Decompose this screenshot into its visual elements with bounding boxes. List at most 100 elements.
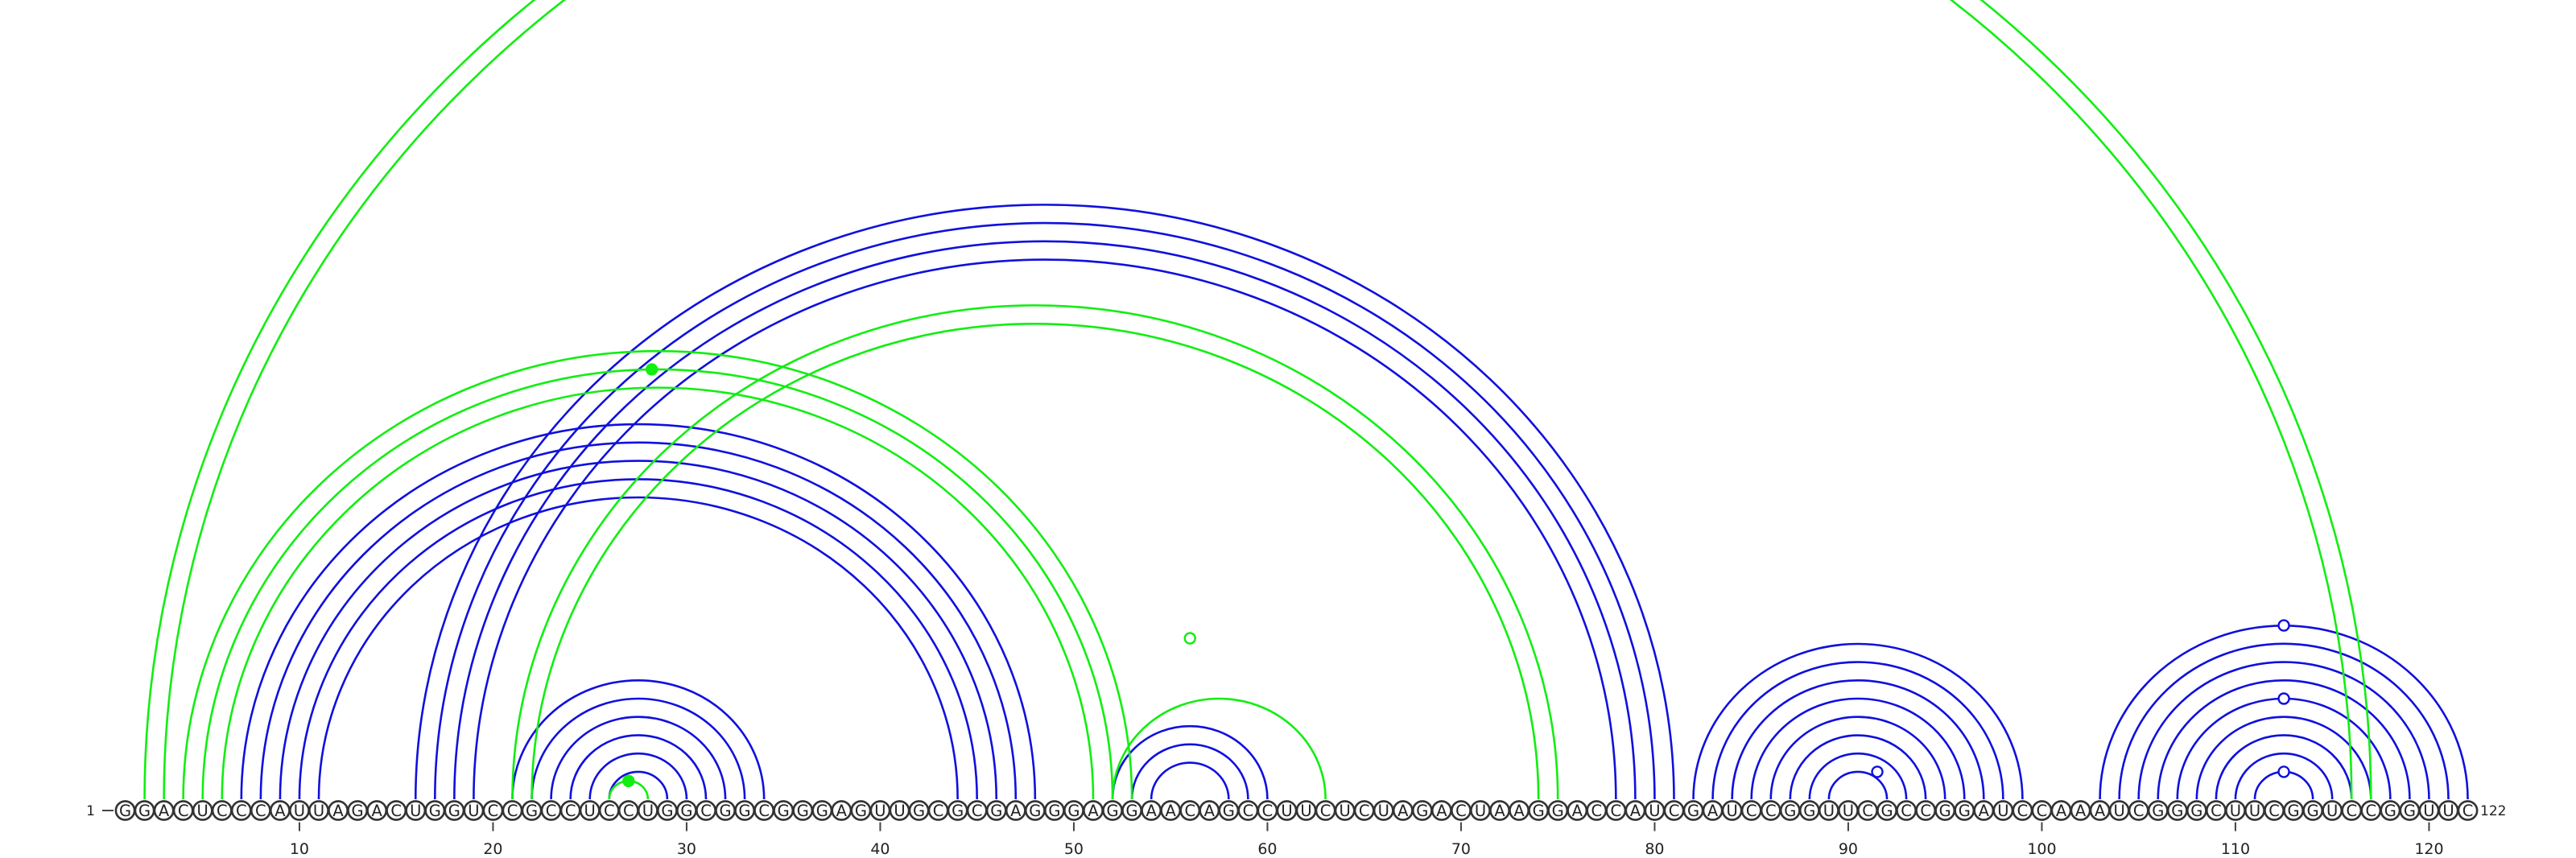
nucleotide-letter: C <box>1591 802 1602 820</box>
nucleotide-letter: C <box>546 802 557 820</box>
base-pair-arc-blue-22-33 <box>530 697 746 800</box>
nucleotide-107: G <box>2166 800 2188 821</box>
nucleotide-69: A <box>1431 800 1452 821</box>
nucleotide-91: C <box>1857 800 1878 821</box>
nucleotide-100: C <box>2031 800 2053 821</box>
base-pair-arc-green-5-52 <box>201 368 1114 800</box>
arc-markers <box>622 363 2290 787</box>
nucleotide-113: G <box>2283 800 2305 821</box>
nucleotide-letter: G <box>797 802 809 820</box>
nucleotide-letter: G <box>1067 802 1080 820</box>
nucleotide-11: U <box>308 800 329 821</box>
nucleotide-22: G <box>521 800 543 821</box>
nucleotide-letter: G <box>2190 802 2202 820</box>
arc-marker-3 <box>1183 632 1196 645</box>
nucleotide-letter: U <box>1997 802 2008 820</box>
nucleotide-letter: G <box>1939 802 1951 820</box>
nucleotide-letter: G <box>739 802 751 820</box>
nucleotide-letter: C <box>2037 802 2048 820</box>
nucleotide-59: C <box>1237 800 1259 821</box>
nucleotide-letter: A <box>275 802 286 820</box>
nucleotide-letter: G <box>1029 802 1041 820</box>
nucleotide-28: U <box>637 800 658 821</box>
nucleotide-letter: A <box>1397 802 1409 820</box>
nucleotide-118: G <box>2380 800 2401 821</box>
tick-label-110: 110 <box>2221 840 2250 858</box>
base-pair-arc-blue-85-96 <box>1750 697 1966 800</box>
nucleotide-101: A <box>2050 800 2072 821</box>
nucleotide-letter: G <box>719 802 731 820</box>
nucleotide-letter: A <box>2095 802 2106 820</box>
nucleotide-letter: A <box>1088 802 1099 820</box>
nucleotide-76: A <box>1567 800 1588 821</box>
nucleotide-9: A <box>269 800 291 821</box>
nucleotide-31: C <box>696 800 716 821</box>
nucleotide-58: G <box>1218 800 1240 821</box>
nucleotide-114: G <box>2302 800 2324 821</box>
nucleotide-letter: C <box>2017 802 2029 820</box>
nucleotide-letter: A <box>836 802 848 820</box>
nucleotide-letter: G <box>2307 802 2319 820</box>
nucleotide-letter: A <box>1572 802 1583 820</box>
nucleotide-letter: G <box>1533 802 1545 820</box>
nucleotide-84: U <box>1721 800 1743 821</box>
nucleotide-letter: C <box>1455 802 1467 820</box>
nucleotide-letter: C <box>565 802 576 820</box>
nucleotide-88: G <box>1798 800 1820 821</box>
nucleotide-letter: A <box>1166 802 1177 820</box>
nucleotide-83: A <box>1702 800 1724 821</box>
nucleotide-letter: C <box>2346 802 2357 820</box>
nucleotide-letter: G <box>429 802 441 820</box>
nucleotide-25: U <box>579 800 601 821</box>
nucleotide-93: C <box>1896 800 1918 821</box>
nucleotide-2: G <box>134 800 155 821</box>
nucleotide-letter: U <box>1843 802 1854 820</box>
nucleotide-62: U <box>1295 800 1317 821</box>
nucleotide-letter: G <box>2384 802 2396 820</box>
nucleotide-letter: G <box>2288 802 2300 820</box>
nucleotide-92: G <box>1876 800 1897 821</box>
nucleotide-47: A <box>1005 800 1026 821</box>
nucleotide-letter: G <box>1959 802 1971 820</box>
base-pair-arc-blue-19-78 <box>473 258 1617 800</box>
nucleotide-letter: C <box>217 802 228 820</box>
nucleotide-letter: U <box>2326 802 2338 820</box>
nucleotide-letter: G <box>1784 802 1796 820</box>
nucleotide-64: U <box>1334 800 1356 821</box>
nucleotide-letter: G <box>138 802 151 820</box>
nucleotide-circle <box>2457 800 2479 821</box>
position-axis: 10 20 30 40 50 60 70 80 90 100 110 120 <box>290 822 2444 858</box>
nucleotide-52: G <box>1102 800 1123 821</box>
nucleotide-4: C <box>172 800 194 821</box>
tick-label-50: 50 <box>1064 840 1084 858</box>
nucleotide-letter: A <box>1979 802 1990 820</box>
nucleotide-60: C <box>1257 800 1278 821</box>
base-pair-arc-blue-21-34 <box>511 679 766 800</box>
nucleotide-42: G <box>908 800 930 821</box>
nucleotide-letter: C <box>700 802 712 820</box>
nucleotide-letter: U <box>1649 802 1660 820</box>
nucleotide-12: A <box>328 800 349 821</box>
nucleotide-104: U <box>2108 800 2130 821</box>
nucleotide-46: G <box>985 800 1007 821</box>
sequence-end-label: 122 <box>2480 803 2506 819</box>
nucleotide-letter: A <box>332 802 344 820</box>
base-pair-arc-green-22-74 <box>530 322 1540 800</box>
base-pair-arc-blue-86-95 <box>1769 716 1946 800</box>
nucleotide-letter: U <box>1727 802 1738 820</box>
nucleotide-letter: A <box>1204 802 1216 820</box>
arc-marker-7 <box>2277 619 2290 632</box>
nucleotide-letter: U <box>2423 802 2434 820</box>
nucleotide-letter: C <box>2365 802 2376 820</box>
base-pair-arc-blue-106-119 <box>2157 679 2411 800</box>
nucleotide-112: C <box>2264 800 2285 821</box>
nucleotide-13: G <box>347 800 369 821</box>
nucleotide-55: A <box>1160 800 1182 821</box>
base-pair-arc-blue-54-58 <box>1150 761 1230 800</box>
base-pair-arc-green-6-51 <box>221 386 1095 800</box>
nucleotide-letter: C <box>1746 802 1757 820</box>
base-pair-arc-green-2-117 <box>145 0 2372 799</box>
base-pair-arc-blue-24-31 <box>569 734 708 800</box>
nucleotide-36: G <box>792 800 814 821</box>
nucleotide-letter: U <box>894 802 905 820</box>
